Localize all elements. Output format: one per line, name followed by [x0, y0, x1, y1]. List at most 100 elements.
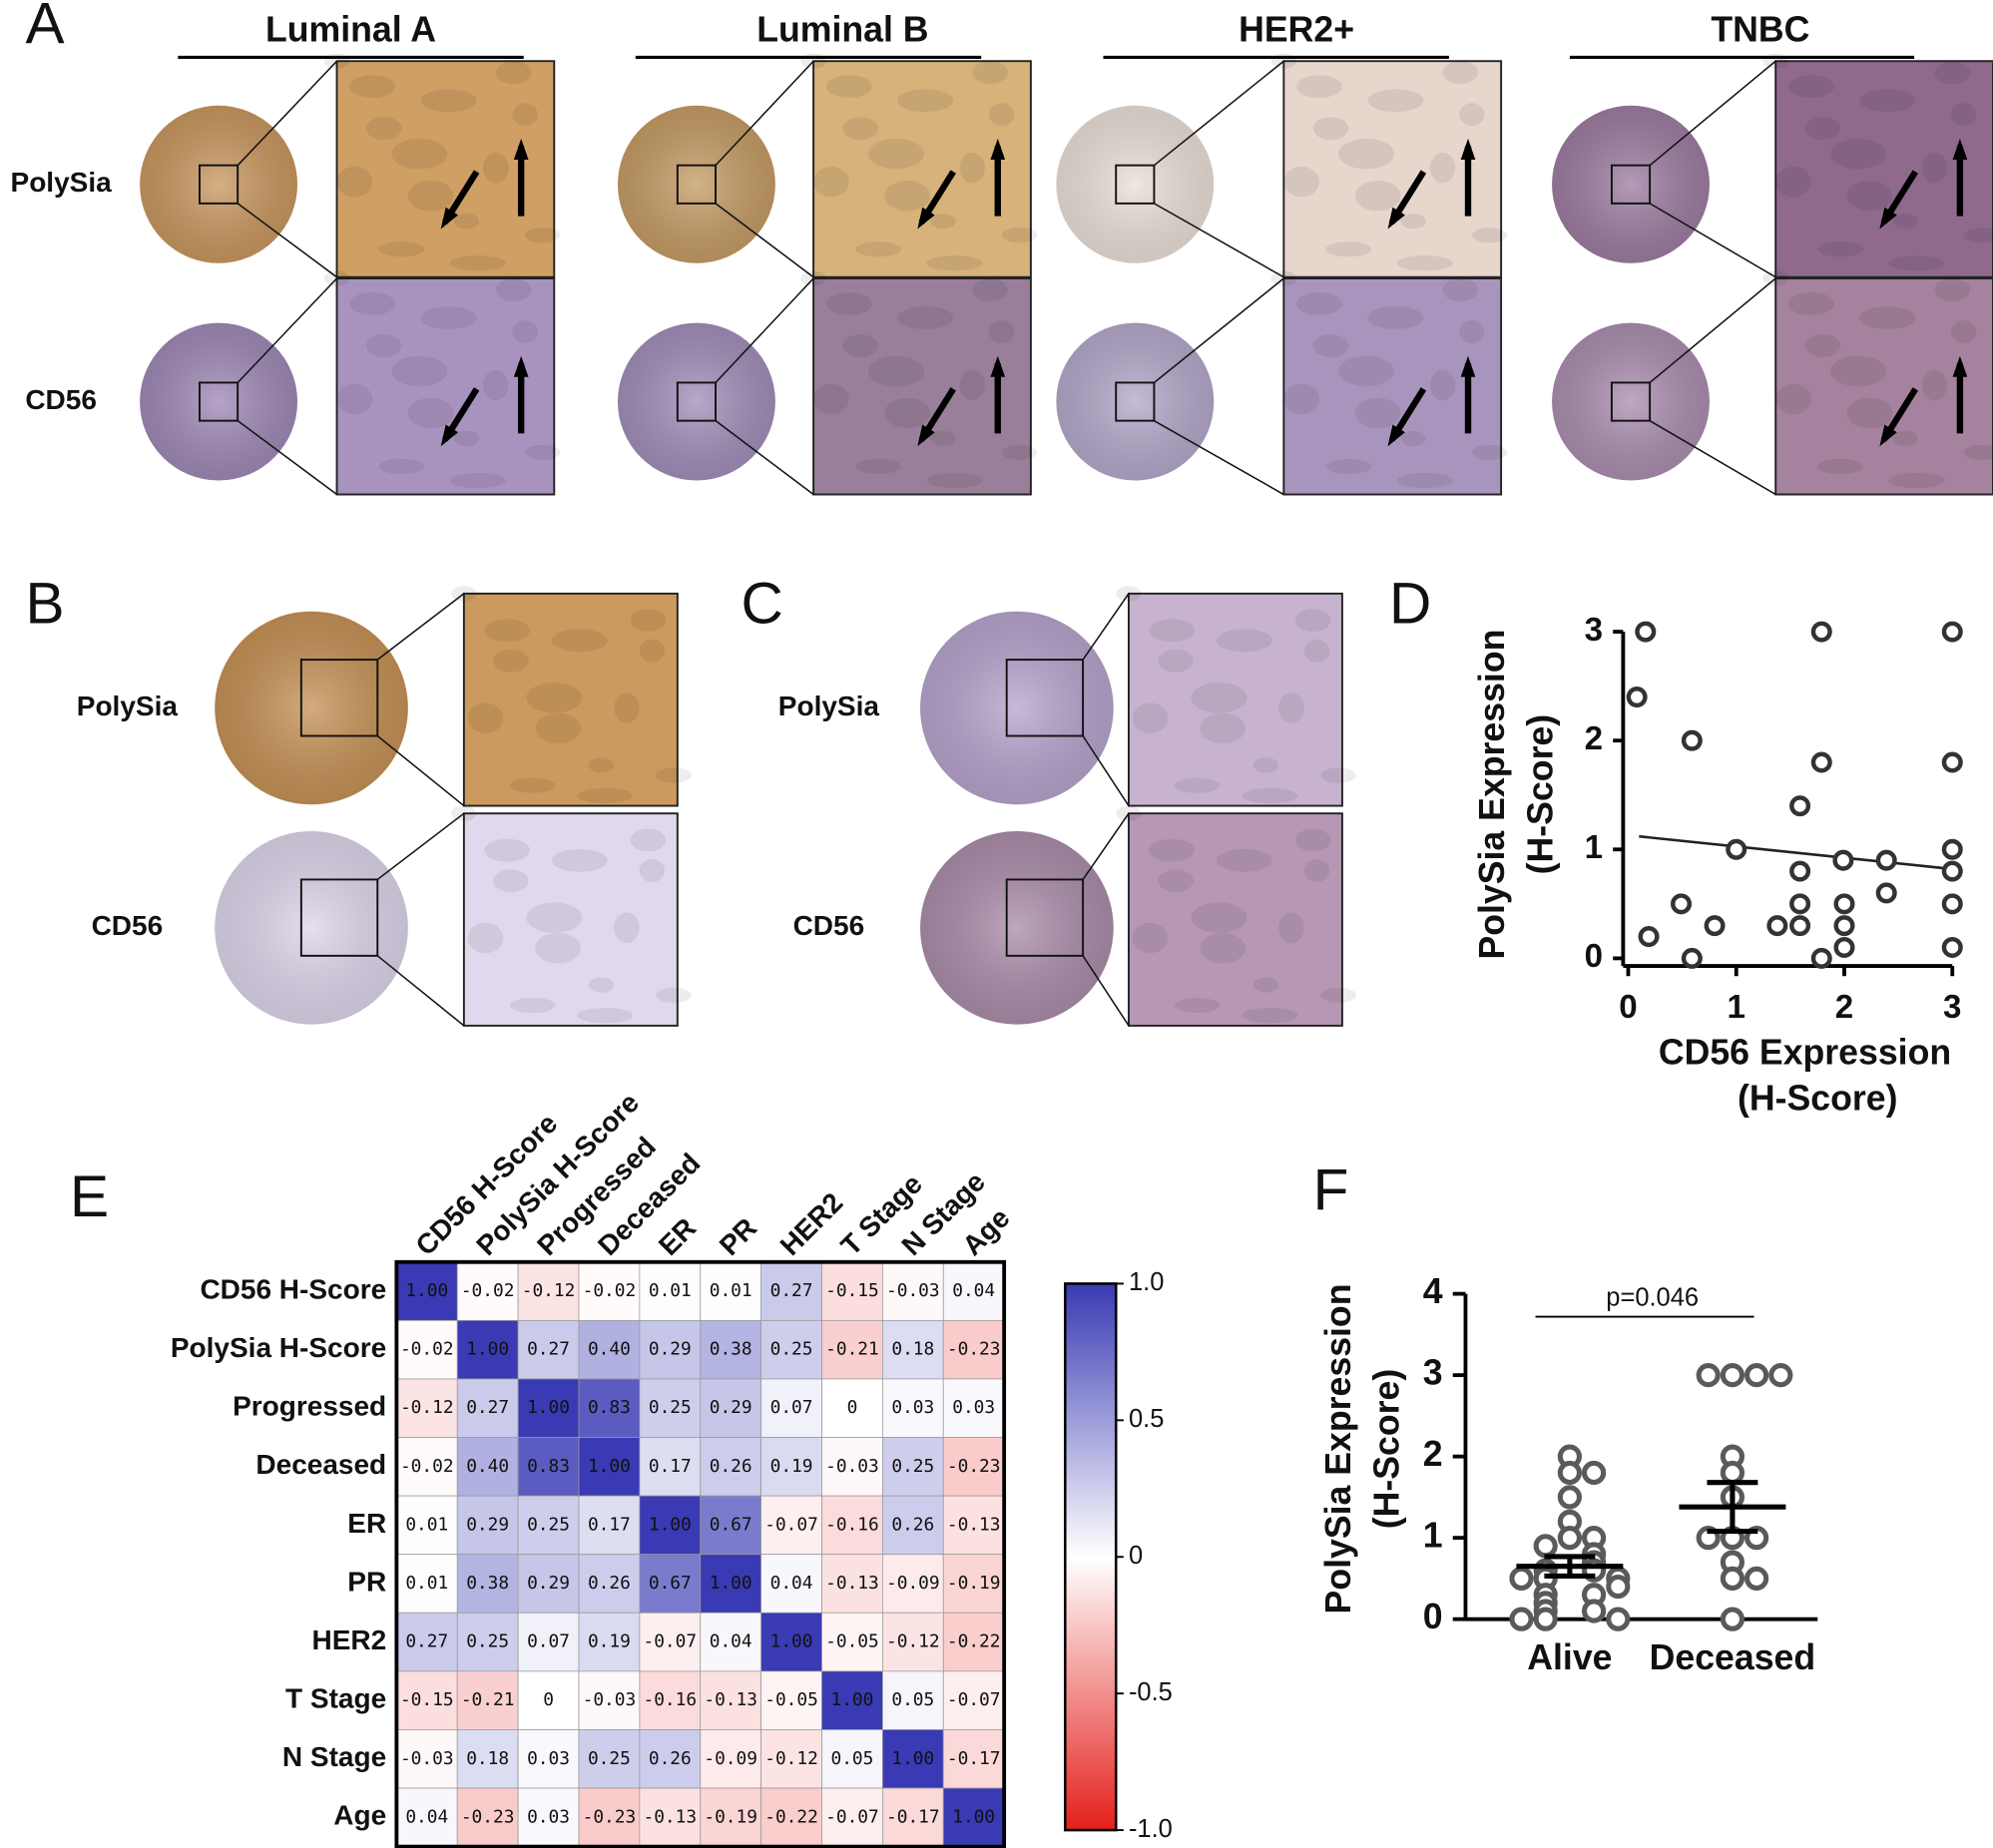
heatmap-cell: [456, 1495, 519, 1556]
cell-label: 0.03: [891, 1397, 934, 1418]
cell-label: 0.05: [891, 1689, 934, 1710]
row-label: HER2: [311, 1624, 386, 1655]
colorbar-tick-label: -0.5: [1129, 1678, 1173, 1706]
heatmap-cell: [395, 1437, 458, 1497]
cell-texture: [1200, 712, 1246, 744]
point: [1720, 1460, 1745, 1486]
cell-texture: [1325, 241, 1372, 257]
cell-label: 0.29: [649, 1339, 692, 1360]
cell-texture: [1338, 355, 1395, 387]
cell-texture: [1001, 228, 1038, 243]
panel-label: D: [1389, 571, 1431, 636]
heatmap-cell: [882, 1378, 944, 1438]
zoom-line: [1153, 277, 1284, 384]
cell-texture: [884, 397, 931, 429]
cell-label: 0.04: [710, 1631, 752, 1652]
cell-label: 1.00: [830, 1689, 873, 1710]
point: [1557, 1526, 1582, 1551]
column-header: TNBC: [1711, 9, 1809, 49]
heatmap-cell: [760, 1378, 822, 1438]
row-label: T Stage: [285, 1683, 386, 1714]
tissue-shade: [140, 105, 298, 263]
arrow-head: [440, 207, 459, 230]
cell-texture: [577, 1008, 634, 1024]
row-label: CD56: [25, 384, 97, 415]
cell-texture: [959, 152, 986, 184]
point: [1681, 729, 1703, 751]
heatmap-cell: [882, 1787, 944, 1848]
colorbar-tick-label: 1.0: [1129, 1268, 1164, 1296]
cell-texture: [588, 757, 615, 773]
column-label: PR: [714, 1212, 762, 1261]
cell-texture: [1132, 702, 1169, 733]
cell-label: 1.00: [466, 1339, 509, 1360]
arrow-head: [1952, 138, 1968, 160]
panel-label: B: [25, 571, 64, 636]
point: [1941, 751, 1963, 773]
point: [1810, 621, 1832, 643]
cell-texture: [1278, 693, 1304, 723]
x-tick-label: 3: [1943, 989, 1961, 1026]
cell-label: -0.07: [764, 1514, 818, 1535]
cell-texture: [1963, 444, 1993, 461]
cell-texture: [1429, 369, 1456, 401]
x-tick-label: 1: [1728, 989, 1745, 1026]
column-header: Luminal B: [756, 9, 928, 49]
heatmap-cell: [639, 1437, 702, 1497]
cell-label: 0.67: [710, 1514, 752, 1535]
cell-label: -0.03: [825, 1456, 879, 1477]
zoom-box: [1005, 659, 1085, 737]
cell-label: -0.16: [825, 1514, 879, 1535]
cell-label: -0.07: [643, 1631, 697, 1652]
arrow-head: [990, 355, 1006, 377]
cell-label: 0.26: [891, 1514, 934, 1535]
cell-texture: [588, 977, 615, 993]
zoom-line: [1082, 735, 1130, 806]
y-axis-label: (H-Score): [1521, 714, 1561, 874]
y-tick-label: 0: [1423, 1597, 1443, 1636]
cell-label: 0.18: [891, 1339, 934, 1360]
cell-texture: [1787, 75, 1834, 99]
cell-texture: [855, 458, 901, 475]
cell-label: 0.03: [952, 1397, 995, 1418]
tissue-shade: [920, 831, 1114, 1025]
colorbar-tick-label: -1.0: [1129, 1815, 1173, 1843]
cell-texture: [420, 89, 477, 113]
y-axis-label: PolySia Expression: [1318, 1284, 1358, 1615]
cell-texture: [1934, 61, 1971, 85]
cell-label: -0.03: [400, 1748, 454, 1769]
point: [1557, 1460, 1582, 1486]
cell-texture: [526, 902, 583, 933]
heatmap-cell: [395, 1729, 458, 1789]
cell-label: 0.38: [710, 1339, 752, 1360]
heatmap-cell: [700, 1670, 762, 1730]
point: [1557, 1485, 1582, 1510]
heatmap-cell: [517, 1670, 580, 1730]
cell-label: -0.21: [461, 1689, 515, 1710]
cell-texture: [512, 103, 538, 127]
cell-texture: [1158, 869, 1194, 893]
heatmap-cell: [821, 1495, 883, 1556]
cell-label: -0.09: [704, 1748, 757, 1769]
error-bar: [1544, 1554, 1596, 1580]
x-tick-label: Deceased: [1650, 1637, 1816, 1677]
cell-texture: [897, 306, 954, 329]
cell-label: -0.03: [583, 1689, 637, 1710]
cell-label: -0.13: [825, 1573, 879, 1594]
arrow-head: [513, 355, 529, 377]
tissue-shade: [215, 611, 408, 805]
point: [1744, 1363, 1769, 1388]
cell-label: -0.12: [522, 1280, 576, 1301]
cell-texture: [407, 180, 454, 212]
cell-texture: [1950, 320, 1977, 343]
heatmap-cell: [942, 1612, 1005, 1672]
x-axis-label: (H-Score): [1738, 1078, 1897, 1118]
heatmap-cell: [700, 1261, 762, 1321]
zoom-box: [299, 659, 379, 737]
cell-texture: [1775, 383, 1811, 415]
cell-label: -0.16: [643, 1689, 697, 1710]
cell-texture: [614, 693, 640, 723]
cell-texture: [1354, 180, 1401, 212]
point: [1720, 1566, 1745, 1592]
zoom-box: [1610, 381, 1652, 422]
